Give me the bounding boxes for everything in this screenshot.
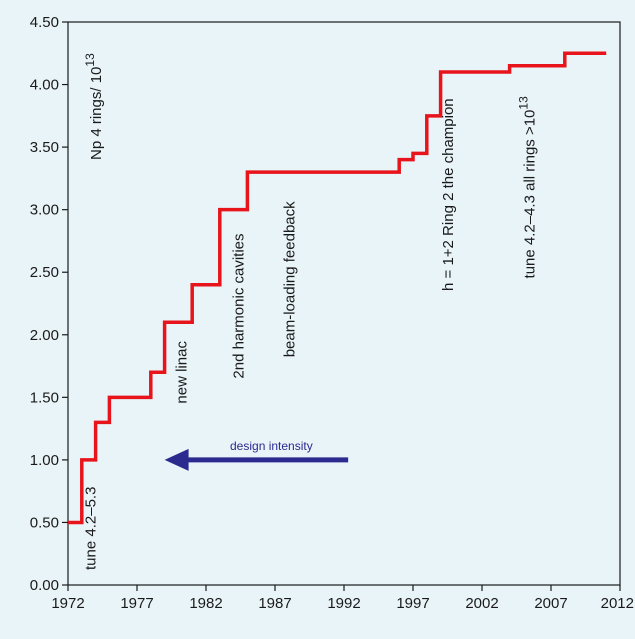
annotation-text: new linac bbox=[174, 341, 191, 404]
x-tick-label: 2002 bbox=[465, 595, 498, 612]
x-tick-label: 2012 bbox=[601, 595, 634, 612]
x-tick-label: 1972 bbox=[51, 595, 84, 612]
plot-frame bbox=[67, 21, 621, 586]
y-tick-label: 1.00 bbox=[30, 452, 59, 469]
y-tick-label: 2.00 bbox=[30, 327, 59, 344]
annotation-1: new linac bbox=[174, 341, 191, 404]
y-axis-label-superscript: 13 bbox=[83, 53, 97, 67]
annotation-text: tune 4.2–5.3 bbox=[83, 487, 100, 570]
annotation-2: 2nd harmonic cavities bbox=[230, 233, 247, 378]
annotation-4: h = 1+2 Ring 2 the champion bbox=[440, 98, 457, 291]
y-axis-label-text: Np 4 rings/ 10 bbox=[88, 67, 105, 160]
series-line-0 bbox=[68, 51, 607, 525]
annotation-0: tune 4.2–5.3 bbox=[83, 487, 100, 570]
x-tick-label: 1982 bbox=[189, 595, 222, 612]
annotation-text: h = 1+2 Ring 2 the champion bbox=[440, 98, 457, 291]
y-tick-label: 1.50 bbox=[30, 389, 59, 406]
annotation-superscript: 13 bbox=[516, 96, 530, 110]
y-tick-label: 4.00 bbox=[30, 77, 59, 94]
tick-labels: 0.00 0.50 1.00 1.50 2.00 2.50 3.00 3.50 4.00 4.50… bbox=[30, 14, 634, 612]
y-tick-label: 4.50 bbox=[30, 14, 59, 31]
y-tick-label: 2.50 bbox=[30, 264, 59, 281]
y-tick-label: 3.00 bbox=[30, 202, 59, 219]
design-intensity-arrow-head bbox=[164, 448, 189, 471]
annotation-text: tune 4.2–4.3 all rings >10 bbox=[521, 110, 538, 279]
design-intensity-group: design intensity bbox=[164, 439, 349, 471]
x-tick-label: 1997 bbox=[396, 595, 429, 612]
annotations: tune 4.2–5.3 new linac 2nd harmonic caviti… bbox=[83, 96, 539, 570]
y-tick-label: 0.50 bbox=[30, 514, 59, 531]
x-tick-label: 1992 bbox=[327, 595, 360, 612]
y-tick-label: 0.00 bbox=[30, 577, 59, 594]
y-tick-label: 3.50 bbox=[30, 139, 59, 156]
design-intensity-label: design intensity bbox=[230, 439, 313, 453]
annotation-text: 2nd harmonic cavities bbox=[230, 233, 247, 378]
series bbox=[67, 51, 607, 525]
x-tick-label: 2007 bbox=[534, 595, 567, 612]
axes bbox=[62, 21, 621, 591]
annotation-text: beam-loading feedback bbox=[281, 201, 298, 357]
annotation-3: beam-loading feedback bbox=[281, 201, 298, 357]
x-tick-label: 1977 bbox=[120, 595, 153, 612]
y-axis-label: Np 4 rings/ 1013 bbox=[83, 53, 105, 160]
annotation-5: tune 4.2–4.3 all rings >1013 bbox=[516, 96, 538, 279]
x-tick-label: 1987 bbox=[258, 595, 291, 612]
